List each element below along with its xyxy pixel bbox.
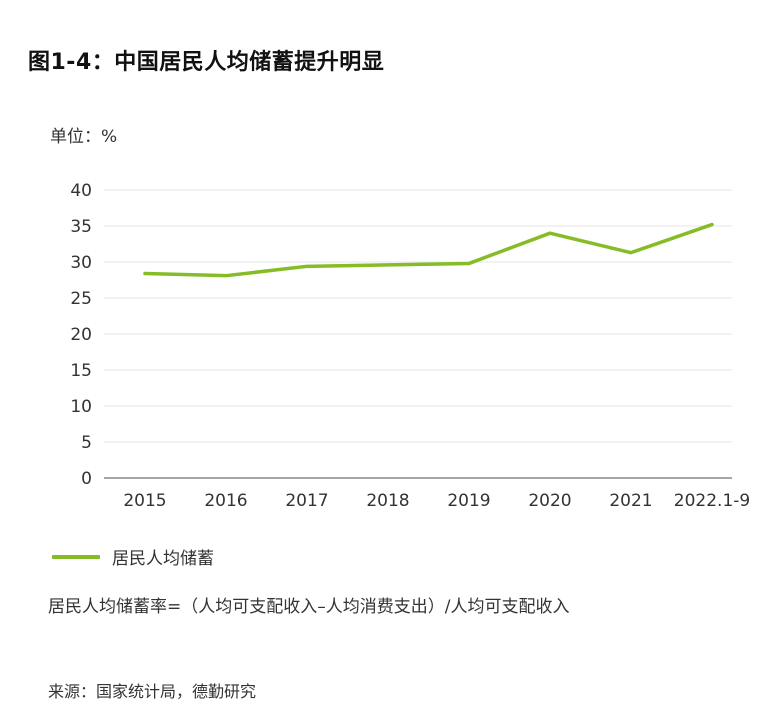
y-tick-label: 5 xyxy=(81,433,92,453)
formula-note: 居民人均储蓄率=（人均可支配收入–人均消费支出）/人均可支配收入 xyxy=(48,597,570,617)
series-lines xyxy=(143,222,714,278)
line-chart: 0 5 10 15 20 25 30 35 40 2015 2016 2017 2018 2019 202… xyxy=(70,181,750,511)
y-tick-label: 35 xyxy=(70,217,92,237)
y-tick-label: 25 xyxy=(70,289,92,309)
x-tick-label: 2022.1-9 xyxy=(674,491,750,511)
y-tick-label: 40 xyxy=(70,181,92,201)
x-tick-label: 2017 xyxy=(285,491,328,511)
y-tick-label: 15 xyxy=(70,361,92,381)
legend: 居民人均储蓄 xyxy=(52,544,214,569)
x-tick-label: 2021 xyxy=(609,491,652,511)
source-note: 来源：国家统计局，德勤研究 xyxy=(48,682,257,701)
series-line xyxy=(143,222,714,278)
y-tick-label: 30 xyxy=(70,253,92,273)
legend-swatch xyxy=(52,554,100,559)
x-tick-label: 2016 xyxy=(204,491,247,511)
chart-title: 图1-4：中国居民人均储蓄提升明显 xyxy=(28,50,385,75)
x-tick-label: 2015 xyxy=(123,491,166,511)
x-tick-label: 2018 xyxy=(366,491,409,511)
gridlines xyxy=(104,189,732,479)
y-tick-labels: 0 5 10 15 20 25 30 35 40 xyxy=(70,181,92,489)
x-tick-label: 2019 xyxy=(447,491,490,511)
legend-label: 居民人均储蓄 xyxy=(112,549,214,569)
y-tick-label: 10 xyxy=(70,397,92,417)
x-tick-label: 2020 xyxy=(528,491,571,511)
y-tick-label: 0 xyxy=(81,469,92,489)
unit-label: 单位：% xyxy=(50,127,118,147)
y-tick-label: 20 xyxy=(70,325,92,345)
x-tick-labels: 2015 2016 2017 2018 2019 2020 2021 2022.1-9 xyxy=(123,491,750,511)
